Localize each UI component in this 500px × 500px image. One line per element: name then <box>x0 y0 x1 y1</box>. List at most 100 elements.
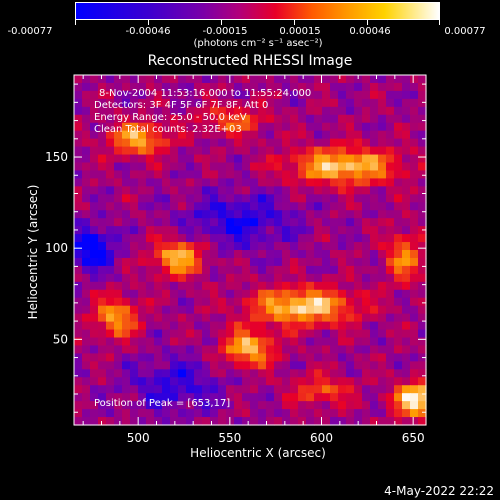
heatmap-cell <box>330 218 339 227</box>
heatmap-cell <box>346 138 355 148</box>
heatmap-cell <box>410 409 419 418</box>
heatmap-cell <box>170 154 179 164</box>
heatmap-cell <box>234 265 243 275</box>
heatmap-cell <box>370 242 379 251</box>
heatmap-cell <box>146 250 155 259</box>
heatmap-cell <box>274 242 283 251</box>
heatmap-cell <box>98 361 107 370</box>
heatmap-cell <box>338 114 347 124</box>
heatmap-cell <box>298 361 307 370</box>
heatmap-cell <box>122 130 131 140</box>
heatmap-cell <box>154 281 163 291</box>
heatmap-cell <box>242 218 251 227</box>
heatmap-cell <box>306 154 315 164</box>
heatmap-cell <box>82 138 91 148</box>
heatmap-cell <box>122 82 131 92</box>
heatmap-cell <box>338 289 347 299</box>
heatmap-cell <box>274 385 283 394</box>
heatmap-cell <box>114 210 123 219</box>
heatmap-cell <box>178 106 187 116</box>
plot-frame <box>73 74 427 426</box>
heatmap-cell <box>338 106 347 116</box>
heatmap-cell <box>226 265 235 275</box>
heatmap-cell <box>90 401 99 410</box>
heatmap-cell <box>386 369 395 378</box>
heatmap-cell <box>114 393 123 402</box>
heatmap-cell <box>122 377 131 386</box>
heatmap-cell <box>418 170 427 179</box>
heatmap-cell <box>82 337 91 347</box>
heatmap-cell <box>370 82 379 92</box>
heatmap-cell <box>274 329 283 339</box>
heatmap-cell <box>306 393 315 402</box>
heatmap-cell <box>386 75 395 84</box>
heatmap-cell <box>146 361 155 370</box>
heatmap-cell <box>378 130 387 140</box>
heatmap-cell <box>386 377 395 386</box>
heatmap-cell <box>226 162 235 172</box>
heatmap-cell <box>266 281 275 291</box>
heatmap-cell <box>306 170 315 179</box>
heatmap-cell <box>290 75 299 84</box>
heatmap-cell <box>402 417 411 426</box>
heatmap-cell <box>362 106 371 116</box>
heatmap-cell <box>418 90 427 100</box>
heatmap-cell <box>170 138 179 148</box>
heatmap-cell <box>178 409 187 418</box>
heatmap-cell <box>306 242 315 251</box>
heatmap-cell <box>138 393 147 402</box>
heatmap-cell <box>250 75 259 84</box>
heatmap-cell <box>338 98 347 108</box>
heatmap-cell <box>154 289 163 299</box>
heatmap-cell <box>402 146 411 156</box>
heatmap-cell <box>290 194 299 203</box>
heatmap-cell <box>98 377 107 386</box>
heatmap-cell <box>274 106 283 116</box>
heatmap-cell <box>210 369 219 378</box>
heatmap-cell <box>370 329 379 339</box>
heatmap-cell <box>130 106 139 116</box>
heatmap-cell <box>170 289 179 299</box>
heatmap-cell <box>362 75 371 84</box>
heatmap-cell <box>322 186 331 195</box>
heatmap-cell <box>322 250 331 259</box>
heatmap-cell <box>386 337 395 347</box>
heatmap-cell <box>306 273 315 283</box>
heatmap-cell <box>306 186 315 195</box>
heatmap-cell <box>234 186 243 195</box>
heatmap-cell <box>282 385 291 394</box>
heatmap-cell <box>266 337 275 347</box>
heatmap-cell <box>154 234 163 243</box>
heatmap-cell <box>394 75 403 84</box>
heatmap-cell <box>226 385 235 394</box>
heatmap-cell <box>154 170 163 179</box>
heatmap-cell <box>314 122 323 132</box>
heatmap-cell <box>338 409 347 418</box>
heatmap-cell <box>330 393 339 402</box>
heatmap-cell <box>194 361 203 370</box>
heatmap-cell <box>362 393 371 402</box>
heatmap-cell <box>138 257 147 267</box>
heatmap-cell <box>106 329 115 339</box>
heatmap-cell <box>290 273 299 283</box>
heatmap-cell <box>314 329 323 339</box>
heatmap-cell <box>106 377 115 386</box>
heatmap-cell <box>282 130 291 140</box>
heatmap-cell <box>418 393 427 402</box>
heatmap-cell <box>74 202 83 211</box>
heatmap-cell <box>82 218 91 227</box>
heatmap-cell <box>362 194 371 203</box>
heatmap-cell <box>194 98 203 108</box>
heatmap-cell <box>178 170 187 179</box>
heatmap-cell <box>378 146 387 156</box>
heatmap-cell <box>274 98 283 108</box>
heatmap-cell <box>370 130 379 140</box>
heatmap-cell <box>274 75 283 84</box>
heatmap-cell <box>298 257 307 267</box>
heatmap-cell <box>370 98 379 108</box>
heatmap-cell <box>210 154 219 164</box>
heatmap-cell <box>162 273 171 283</box>
heatmap-cell <box>170 186 179 195</box>
heatmap-cell <box>162 75 171 84</box>
